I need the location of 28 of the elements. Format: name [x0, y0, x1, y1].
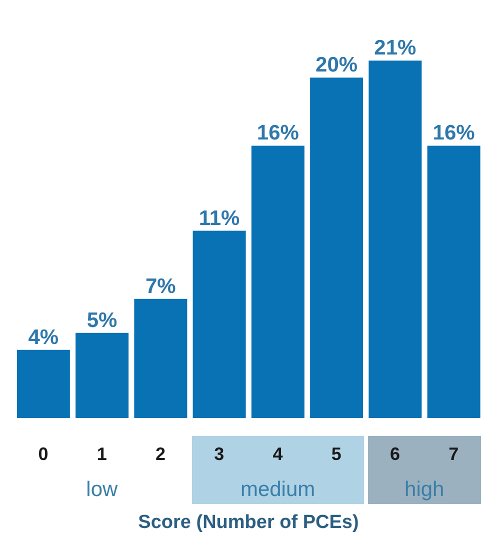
x-tick-label: 1 [96, 444, 107, 464]
data-label: 16% [432, 122, 476, 145]
text: low [85, 478, 119, 502]
bar [427, 146, 480, 418]
bar [192, 230, 246, 418]
data-label: 21% [374, 36, 417, 60]
bar [310, 78, 364, 418]
data-label: 20% [316, 54, 358, 77]
bar [251, 146, 304, 418]
bar [368, 60, 422, 418]
x-tick-label: 4 [272, 444, 283, 464]
text: high [404, 478, 446, 502]
data-label: 16% [256, 122, 300, 145]
x-tick-label: 7 [448, 444, 459, 464]
x-axis-title: Score (Number of PCEs) [137, 512, 360, 534]
x-tick-label: 5 [331, 444, 342, 464]
x-tick-label: 6 [390, 444, 400, 464]
data-label: 7% [146, 274, 176, 298]
bar [134, 298, 188, 418]
text: medium [239, 478, 316, 502]
data-label: 11% [198, 206, 240, 230]
x-tick-label: 3 [214, 444, 224, 464]
x-tick-label: 2 [156, 444, 166, 464]
bar [76, 332, 129, 418]
bar [16, 350, 70, 418]
data-label: 5% [86, 308, 118, 332]
x-tick-label: 0 [38, 444, 48, 464]
data-label: 4% [28, 326, 59, 349]
